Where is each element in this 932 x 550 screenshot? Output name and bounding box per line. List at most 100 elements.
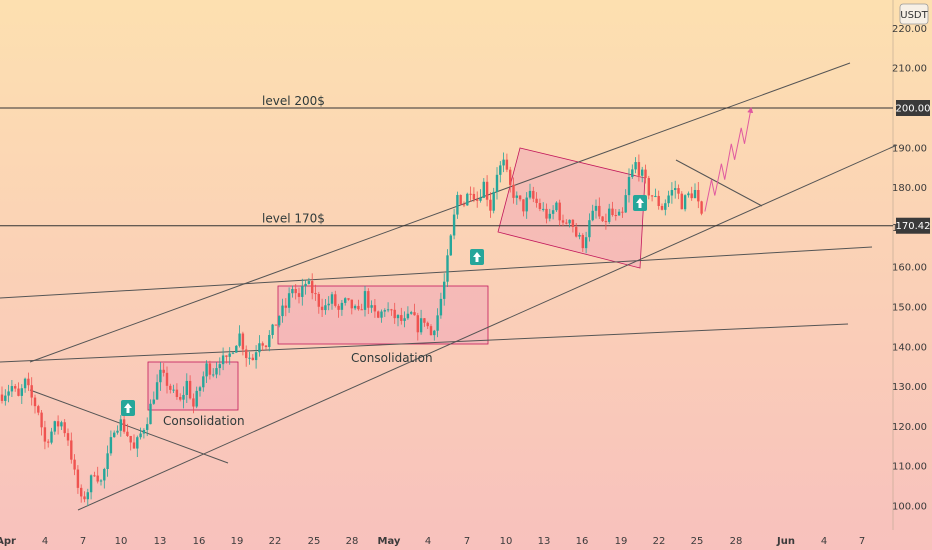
date-tick-label: Jun bbox=[776, 536, 795, 547]
candle-body bbox=[700, 201, 703, 214]
candle-body bbox=[419, 318, 423, 333]
candle-body bbox=[413, 312, 416, 316]
level-price-tag-text: 170.42 bbox=[896, 221, 931, 232]
candle-body bbox=[169, 385, 172, 390]
candle-body bbox=[469, 193, 472, 195]
candle-body bbox=[439, 298, 443, 316]
candle-body bbox=[228, 353, 231, 357]
candle-body bbox=[426, 322, 429, 327]
candle-body bbox=[96, 475, 99, 482]
candle-body bbox=[192, 398, 195, 407]
candle-body bbox=[693, 189, 697, 199]
candle-body bbox=[146, 424, 149, 430]
falling-resistance-line bbox=[29, 389, 229, 464]
candle-body bbox=[76, 469, 80, 488]
candle-body bbox=[601, 216, 604, 222]
date-tick-label: 10 bbox=[115, 536, 128, 547]
candle-body bbox=[588, 220, 591, 238]
candle-body bbox=[195, 390, 198, 407]
candle-body bbox=[17, 388, 20, 396]
candle-body bbox=[317, 294, 320, 307]
date-axis[interactable]: Apr 4 7 10 13 16 19 22 25 28 May 4 7 10 13 16 19 22 25 28 Ju… bbox=[0, 536, 865, 547]
candle-body bbox=[443, 281, 446, 299]
candle-body bbox=[23, 378, 27, 389]
candle-body bbox=[403, 318, 406, 321]
upper-channel-line bbox=[29, 62, 851, 363]
candle-body bbox=[657, 195, 660, 206]
candle-body bbox=[63, 422, 66, 434]
candle-body bbox=[575, 226, 578, 237]
candle-body bbox=[631, 169, 634, 178]
candle-body bbox=[584, 237, 588, 249]
candle-body bbox=[340, 302, 344, 310]
currency-badge[interactable]: USDT bbox=[899, 3, 929, 25]
support-trendline bbox=[0, 246, 873, 299]
candle-body bbox=[14, 386, 17, 389]
date-tick-label: 22 bbox=[269, 536, 282, 547]
candle-body bbox=[360, 309, 363, 311]
candle-body bbox=[287, 293, 291, 308]
candle-body bbox=[83, 496, 86, 500]
consolidation-label-2: Consolidation bbox=[351, 351, 433, 365]
candle-body bbox=[60, 422, 63, 427]
candle-body bbox=[548, 213, 551, 219]
up-arrow-badge-2 bbox=[470, 249, 484, 265]
candle-body bbox=[80, 487, 83, 497]
candle-body bbox=[670, 190, 674, 196]
candle-body bbox=[301, 286, 304, 297]
candle-body bbox=[462, 204, 466, 206]
candle-body bbox=[357, 305, 360, 310]
candle-body bbox=[449, 235, 452, 256]
candle-body bbox=[386, 309, 390, 311]
candle-body bbox=[235, 345, 238, 353]
candle-body bbox=[20, 388, 23, 396]
candle-body bbox=[479, 197, 482, 201]
price-tick-label: 120.00 bbox=[892, 422, 927, 433]
candle-body bbox=[390, 309, 393, 311]
price-tick-label: 110.00 bbox=[892, 462, 927, 473]
price-tick-label: 150.00 bbox=[892, 303, 927, 314]
candle-body bbox=[641, 169, 644, 176]
candle-body bbox=[617, 211, 621, 216]
candle-body bbox=[324, 305, 327, 311]
candle-body bbox=[103, 468, 106, 481]
lower-support-trendline bbox=[0, 323, 849, 363]
candle-body bbox=[73, 459, 76, 470]
date-tick-label: 28 bbox=[730, 536, 743, 547]
date-tick-label: 10 bbox=[500, 536, 513, 547]
candle-body bbox=[561, 220, 565, 223]
candle-body bbox=[492, 191, 495, 211]
candle-body bbox=[142, 429, 146, 434]
candle-body bbox=[47, 441, 50, 443]
date-tick-label: 7 bbox=[859, 536, 865, 547]
candle-body bbox=[525, 197, 528, 212]
price-tick-label: 140.00 bbox=[892, 342, 927, 353]
candle-body bbox=[307, 281, 311, 284]
candle-body bbox=[261, 343, 264, 346]
candle-body bbox=[690, 193, 693, 199]
candle-body bbox=[311, 281, 314, 294]
candle-body bbox=[535, 198, 538, 204]
candle-body bbox=[251, 357, 254, 361]
candle-body bbox=[159, 369, 162, 383]
candle-body bbox=[482, 181, 485, 198]
candle-body bbox=[558, 202, 561, 221]
candle-body bbox=[126, 431, 129, 436]
candle-body bbox=[406, 313, 410, 319]
candle-body bbox=[446, 255, 449, 282]
date-tick-label: 16 bbox=[193, 536, 206, 547]
candle-body bbox=[165, 372, 169, 386]
candle-body bbox=[66, 433, 70, 441]
candle-body bbox=[109, 437, 113, 454]
candle-body bbox=[410, 312, 413, 314]
candle-body bbox=[509, 169, 512, 185]
date-tick-label: 28 bbox=[346, 536, 359, 547]
candle-body bbox=[370, 305, 373, 308]
date-tick-label: 7 bbox=[464, 536, 470, 547]
candle-body bbox=[532, 190, 535, 199]
candle-body bbox=[542, 208, 545, 210]
candle-body bbox=[4, 395, 7, 401]
